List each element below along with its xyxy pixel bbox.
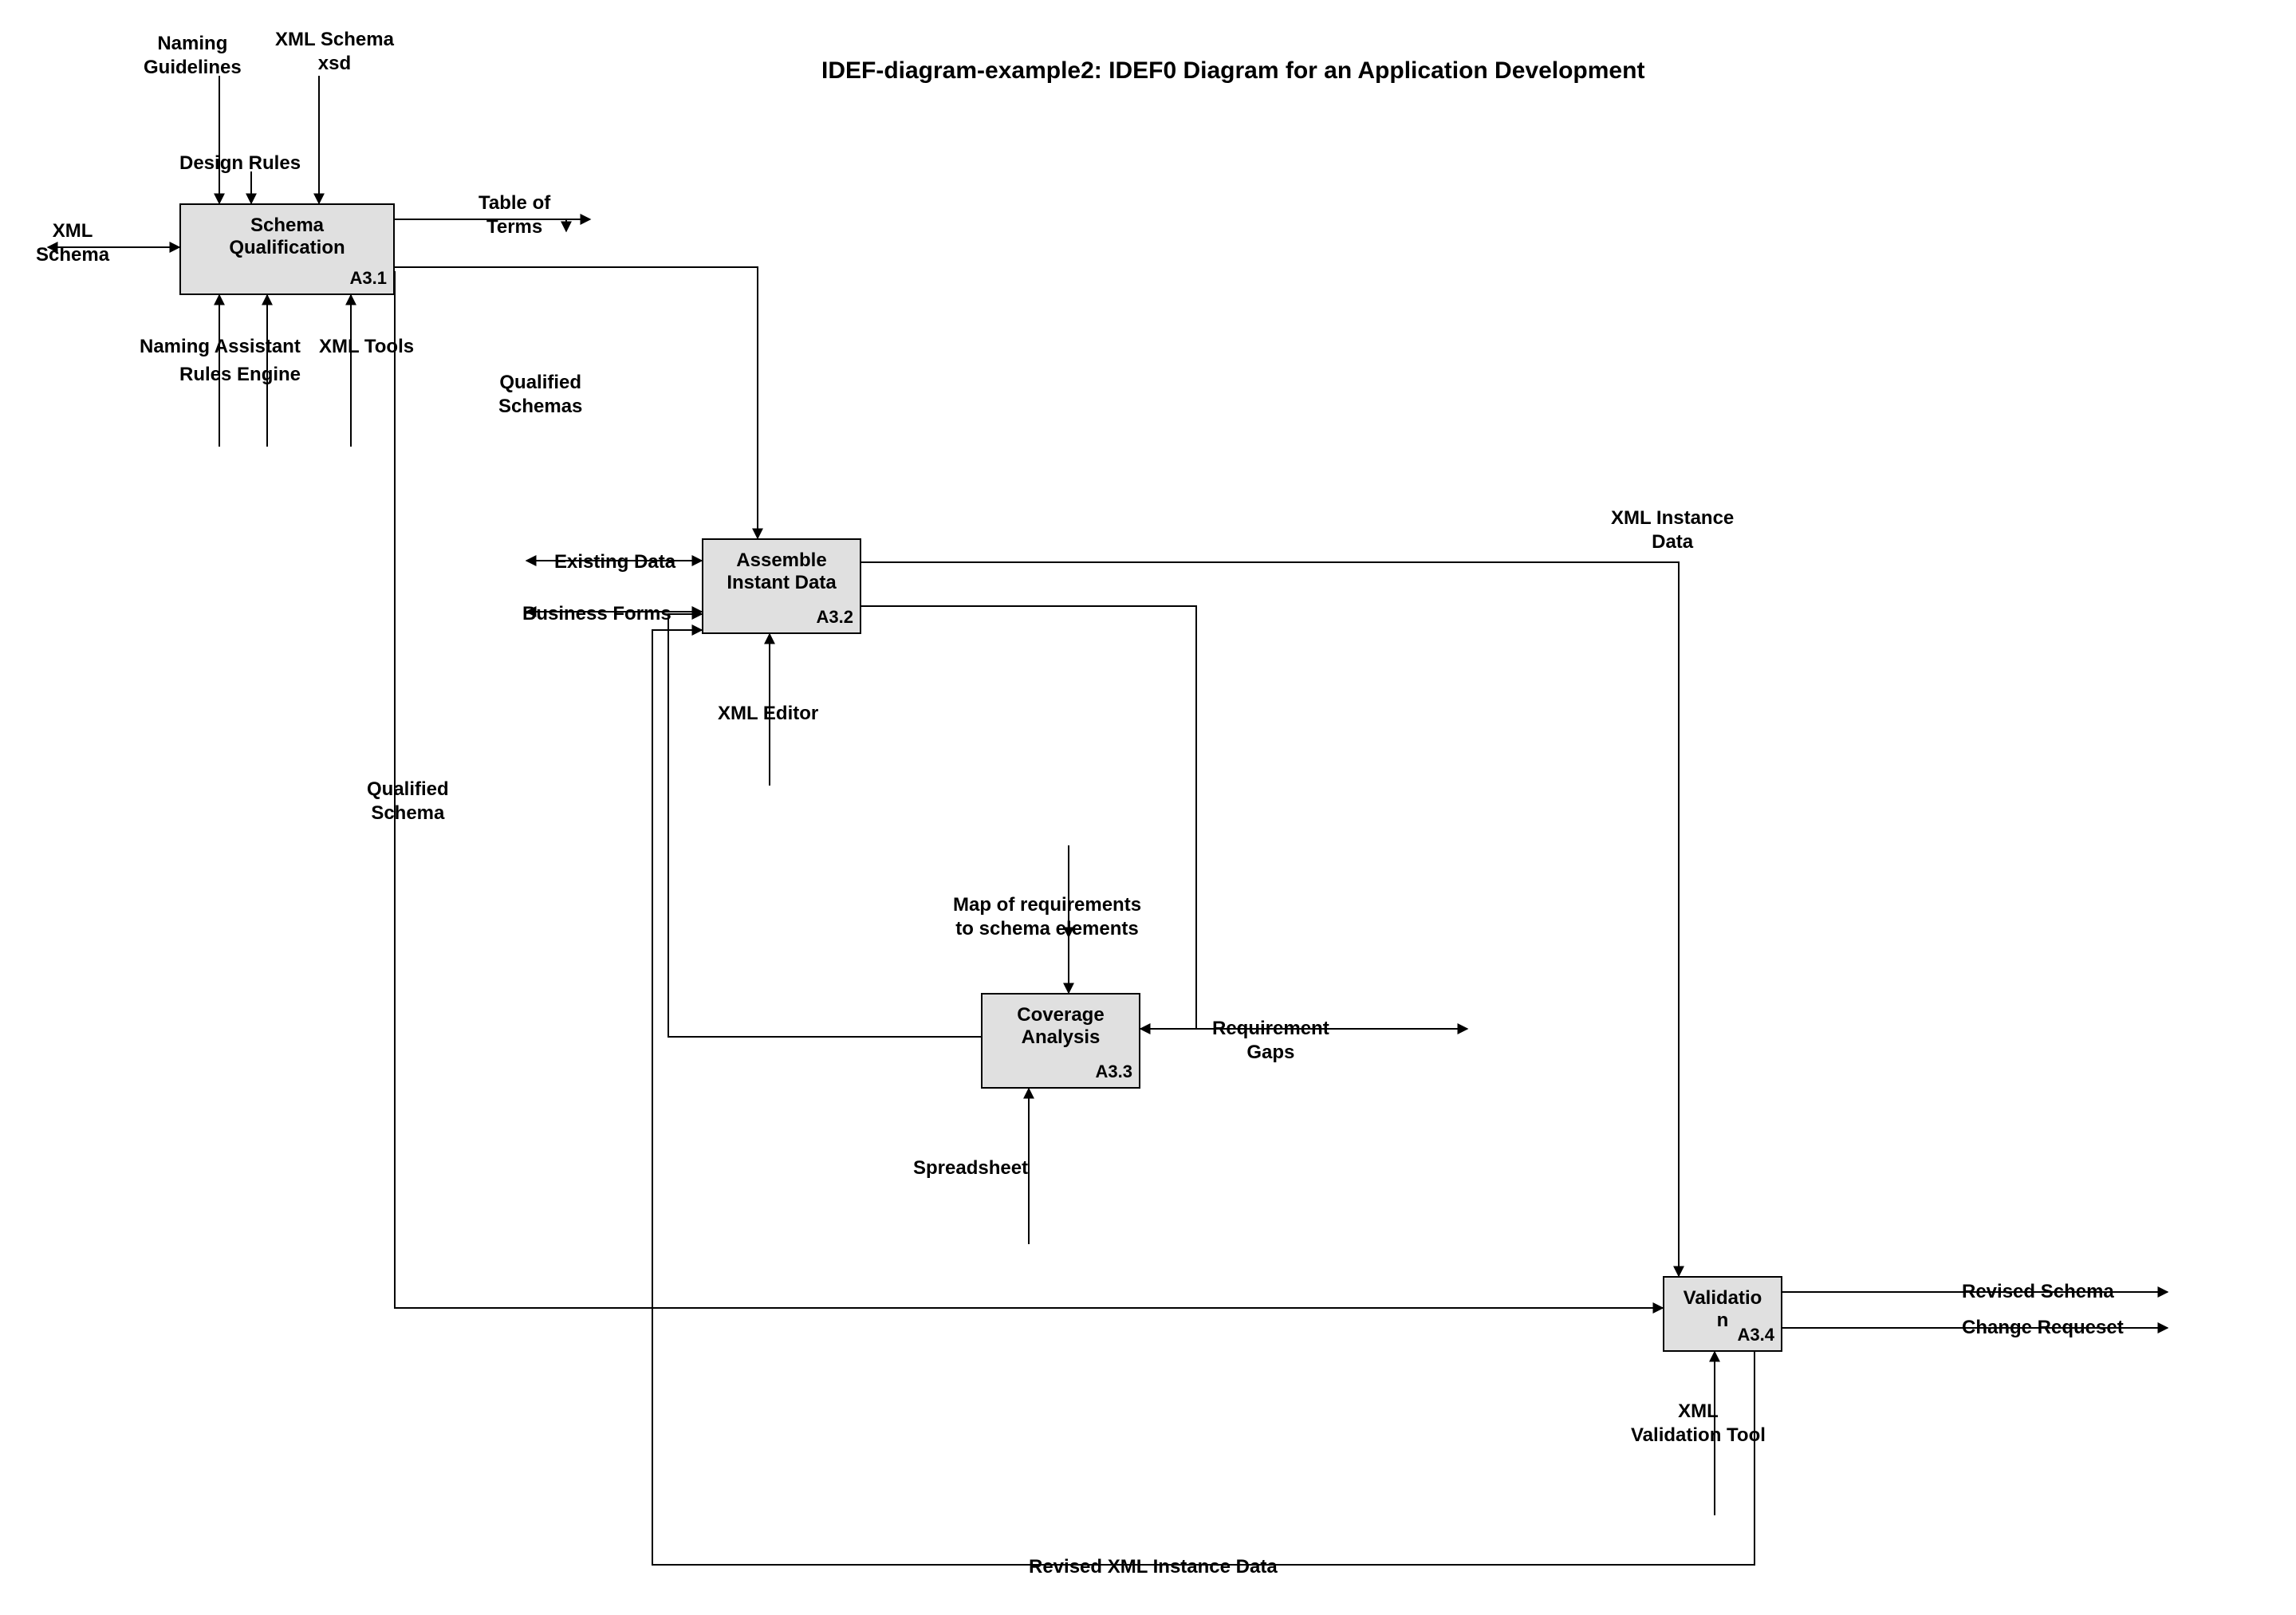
edge-20 bbox=[668, 614, 981, 1037]
label-l_spreadsheet: Spreadsheet bbox=[913, 1156, 1028, 1180]
label-l_rules_engine: Rules Engine bbox=[179, 363, 301, 387]
label-l_naming_assistant: Naming Assistant bbox=[140, 335, 301, 359]
node-code-a32: A3.2 bbox=[817, 607, 853, 628]
label-l_map_req: Map of requirements to schema elements bbox=[953, 893, 1141, 941]
label-l_table_terms: Table of Terms bbox=[478, 191, 550, 239]
node-a33: Coverage Analysis A3.3 bbox=[981, 993, 1140, 1089]
label-l_revised_schema: Revised Schema bbox=[1962, 1280, 2114, 1304]
label-l_business_forms: Business Forms bbox=[522, 602, 671, 626]
edge-15 bbox=[861, 606, 1196, 1029]
label-l_xml_schema_xsd: XML Schema xsd bbox=[275, 28, 394, 76]
label-l_xml_validation_tool: XML Validation Tool bbox=[1631, 1400, 1766, 1448]
node-code-a31: A3.1 bbox=[350, 268, 387, 289]
label-l_naming_guidelines: Naming Guidelines bbox=[144, 32, 242, 80]
label-l_xml_editor: XML Editor bbox=[718, 702, 818, 726]
node-a31: Schema Qualification A3.1 bbox=[179, 203, 395, 295]
node-a34: Validatio nA3.4 bbox=[1663, 1276, 1782, 1352]
label-l_title: IDEF-diagram-example2: IDEF0 Diagram for… bbox=[821, 56, 1644, 86]
label-l_existing_data: Existing Data bbox=[554, 550, 675, 574]
node-title-a31: Schema Qualification bbox=[191, 215, 384, 259]
edge-24 bbox=[652, 630, 1754, 1565]
diagram-canvas: Schema Qualification A3.1 Assemble Instant… bbox=[0, 0, 2296, 1615]
node-title-a32: Assemble Instant Data bbox=[713, 549, 850, 594]
label-l_design_rules: Design Rules bbox=[179, 152, 301, 175]
label-l_req_gaps: Requirement Gaps bbox=[1212, 1017, 1329, 1065]
label-l_qualified_schemas: Qualified Schemas bbox=[498, 371, 582, 419]
node-title-a33: Coverage Analysis bbox=[992, 1004, 1129, 1049]
node-a32: Assemble Instant Data A3.2 bbox=[702, 538, 861, 634]
label-l_qualified_schema: Qualified Schema bbox=[367, 778, 449, 825]
label-l_revised_xml_data: Revised XML Instance Data bbox=[1029, 1555, 1278, 1579]
node-code-a34: A3.4 bbox=[1738, 1325, 1774, 1345]
node-code-a33: A3.3 bbox=[1096, 1062, 1132, 1082]
label-l_xml_instance_data: XML Instance Data bbox=[1611, 506, 1734, 554]
label-l_change_req: Change Requeset bbox=[1962, 1316, 2124, 1340]
edge-10 bbox=[395, 271, 1663, 1308]
label-l_xml_schema: XML Schema bbox=[36, 219, 109, 267]
label-l_xml_tools: XML Tools bbox=[319, 335, 414, 359]
